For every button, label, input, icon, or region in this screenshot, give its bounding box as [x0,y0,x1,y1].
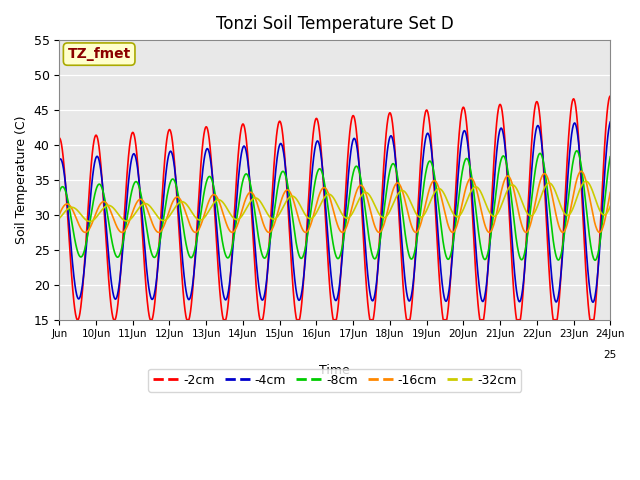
Text: TZ_fmet: TZ_fmet [68,47,131,61]
Y-axis label: Soil Temperature (C): Soil Temperature (C) [15,116,28,244]
Legend: -2cm, -4cm, -8cm, -16cm, -32cm: -2cm, -4cm, -8cm, -16cm, -32cm [148,369,522,392]
Title: Tonzi Soil Temperature Set D: Tonzi Soil Temperature Set D [216,15,454,33]
Text: 25: 25 [604,350,617,360]
X-axis label: Time: Time [319,364,350,377]
